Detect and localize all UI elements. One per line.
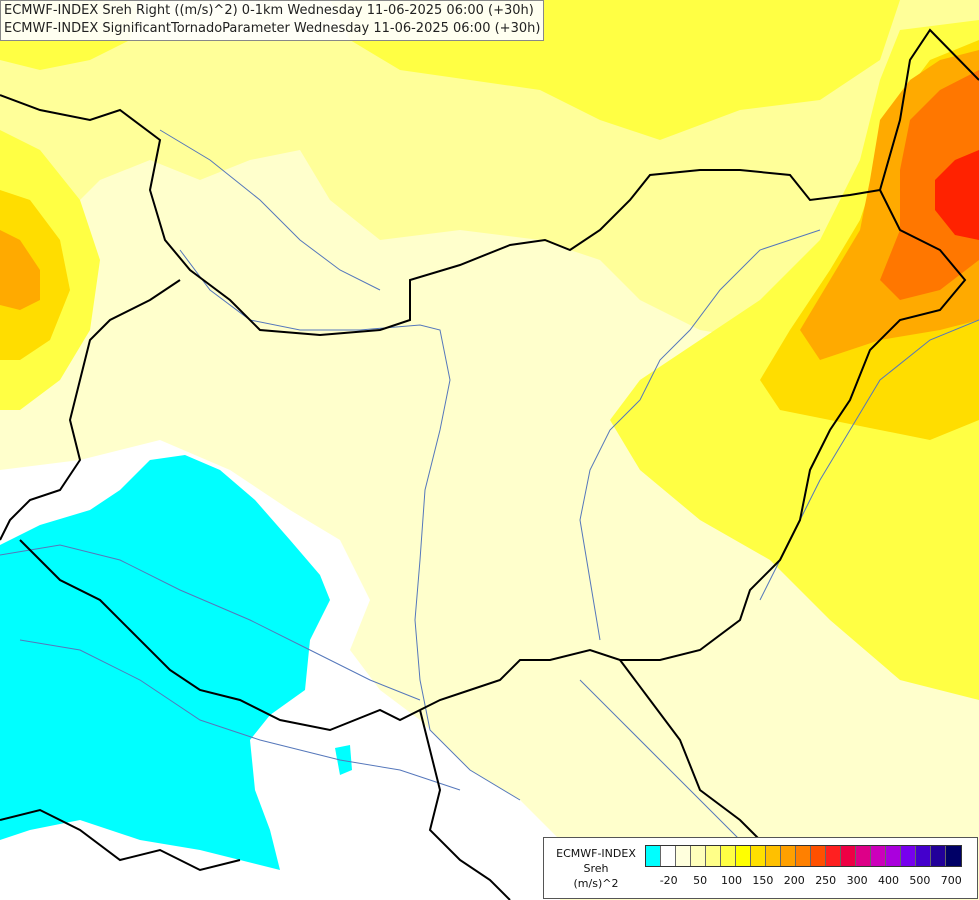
legend-swatch bbox=[826, 846, 841, 866]
border-west bbox=[0, 279, 181, 541]
legend-tick-label: 50 bbox=[693, 874, 708, 887]
legend-swatch bbox=[691, 846, 706, 866]
field-negative-spot bbox=[335, 745, 352, 775]
field-orange-west bbox=[0, 230, 40, 310]
legend-swatch bbox=[796, 846, 811, 866]
legend-swatch bbox=[886, 846, 901, 866]
legend-swatch bbox=[811, 846, 826, 866]
legend-swatch bbox=[736, 846, 751, 866]
legend-swatch bbox=[946, 846, 961, 866]
field-darkorange-east bbox=[880, 70, 979, 300]
legend-swatch bbox=[661, 846, 676, 866]
field-red-core bbox=[935, 150, 979, 240]
legend-swatch bbox=[721, 846, 736, 866]
river-drava bbox=[0, 544, 421, 701]
border-south bbox=[419, 709, 511, 900]
legend-swatch bbox=[751, 846, 766, 866]
field-negative-sw bbox=[0, 455, 330, 870]
border-north bbox=[0, 28, 979, 337]
map-title-line-2: ECMWF-INDEX SignificantTornadoParameter … bbox=[4, 21, 541, 36]
legend-tick-label: 500 bbox=[909, 874, 931, 887]
river-south bbox=[579, 679, 741, 841]
legend-tick-label: 100 bbox=[721, 874, 742, 887]
river-north bbox=[159, 129, 381, 291]
legend-swatch bbox=[901, 846, 916, 866]
legend-swatch bbox=[841, 846, 856, 866]
legend-swatch bbox=[676, 846, 691, 866]
river-sava bbox=[19, 639, 461, 791]
legend-swatches bbox=[645, 845, 962, 867]
legend-tick-label: 700 bbox=[940, 874, 962, 887]
legend-swatch bbox=[781, 846, 796, 866]
map-title-box: ECMWF-INDEX Sreh Right ((m/s)^2) 0-1km W… bbox=[0, 0, 545, 41]
legend-tick-label: 150 bbox=[752, 874, 774, 887]
legend-swatch bbox=[766, 846, 781, 866]
legend-swatch bbox=[871, 846, 886, 866]
border-east bbox=[19, 189, 967, 732]
legend-source: ECMWF-INDEX bbox=[556, 847, 636, 860]
legend-title: ECMWF-INDEX Sreh (m/s)^2 bbox=[548, 846, 644, 891]
country-borders bbox=[0, 28, 979, 900]
legend-swatch bbox=[706, 846, 721, 866]
legend-parameter: Sreh bbox=[583, 862, 609, 875]
legend-tick-label: 250 bbox=[815, 874, 837, 887]
legend-swatch bbox=[646, 846, 661, 866]
legend-swatch bbox=[916, 846, 931, 866]
legend-ticks: -20 50 100 150 200 250 300 400 500 700 bbox=[645, 874, 975, 888]
river-danube bbox=[179, 249, 521, 801]
color-legend: ECMWF-INDEX Sreh (m/s)^2 -20 50 100 150 200 2… bbox=[543, 837, 978, 899]
map-title-line-1: ECMWF-INDEX Sreh Right ((m/s)^2) 0-1km W… bbox=[4, 3, 534, 18]
legend-tick-label: 400 bbox=[878, 874, 899, 887]
legend-unit: (m/s)^2 bbox=[573, 877, 619, 890]
border-south-east bbox=[619, 659, 761, 841]
legend-tick-label: -20 bbox=[659, 874, 678, 887]
legend-swatch bbox=[856, 846, 871, 866]
legend-tick-label: 200 bbox=[783, 874, 805, 887]
border-south-west bbox=[0, 808, 241, 872]
legend-tick-label: 300 bbox=[846, 874, 868, 887]
legend-swatch bbox=[931, 846, 946, 866]
river-tisza bbox=[579, 229, 821, 641]
field-pale-center bbox=[300, 440, 700, 830]
